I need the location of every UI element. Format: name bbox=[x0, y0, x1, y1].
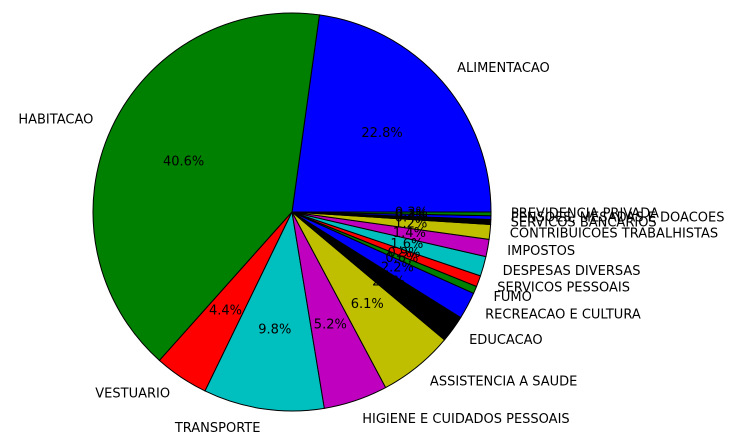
percent-label: 40.6% bbox=[163, 154, 204, 169]
wedge-label: EDUCACAO bbox=[469, 333, 542, 348]
wedge-label: ASSISTENCIA A SAUDE bbox=[430, 374, 577, 389]
wedge-label: HIGIENE E CUIDADOS PESSOAIS bbox=[362, 412, 569, 427]
percent-label: 1.4% bbox=[393, 226, 426, 241]
wedge-label: ALIMENTACAO bbox=[457, 61, 550, 76]
wedge-label: VESTUARIO bbox=[95, 386, 170, 401]
percent-label: 6.1% bbox=[351, 297, 384, 312]
percent-label: 1.2% bbox=[394, 216, 427, 231]
percent-label: 1.6% bbox=[390, 237, 423, 252]
pie-wedge bbox=[291, 14, 492, 213]
wedge-label: DESPESAS DIVERSAS bbox=[503, 264, 641, 279]
percent-label: 2.2% bbox=[372, 275, 405, 290]
wedge-label: PREVIDENCIA PRIVADA bbox=[511, 207, 659, 222]
percent-label: 0.9% bbox=[387, 246, 420, 261]
percent-label: 9.8% bbox=[258, 323, 291, 338]
wedge-label: SERVICOS PESSOAIS bbox=[497, 281, 630, 296]
wedge-label: CONTRIBUICOES TRABALHISTAS bbox=[510, 226, 718, 241]
wedge-label: HABITACAO bbox=[18, 113, 93, 128]
pie-wedge bbox=[92, 12, 320, 362]
wedge-label: FUMO bbox=[493, 290, 531, 305]
wedge-label: SERVICOS BANCARIOS bbox=[511, 215, 657, 230]
wedge-label: TRANSPORTE bbox=[174, 421, 261, 435]
wedge-label: IMPOSTOS bbox=[507, 244, 575, 259]
pie-wedge bbox=[204, 210, 325, 412]
wedge-label: RECREACAO E CULTURA bbox=[485, 308, 641, 323]
percent-label: 2.2% bbox=[381, 261, 414, 276]
percent-label: 5.2% bbox=[314, 318, 347, 333]
percent-label: 0.3% bbox=[395, 206, 428, 221]
percent-label: 4.4% bbox=[209, 304, 242, 319]
percent-label: 0.6% bbox=[385, 251, 418, 266]
wedge-label: PENSOES, MESADAS E DOACOES bbox=[511, 211, 725, 226]
percent-label: 22.8% bbox=[361, 126, 402, 141]
percent-label: 0.4% bbox=[395, 210, 428, 225]
pie-wedge bbox=[291, 211, 492, 217]
percent-label: 0.3% bbox=[395, 208, 428, 223]
